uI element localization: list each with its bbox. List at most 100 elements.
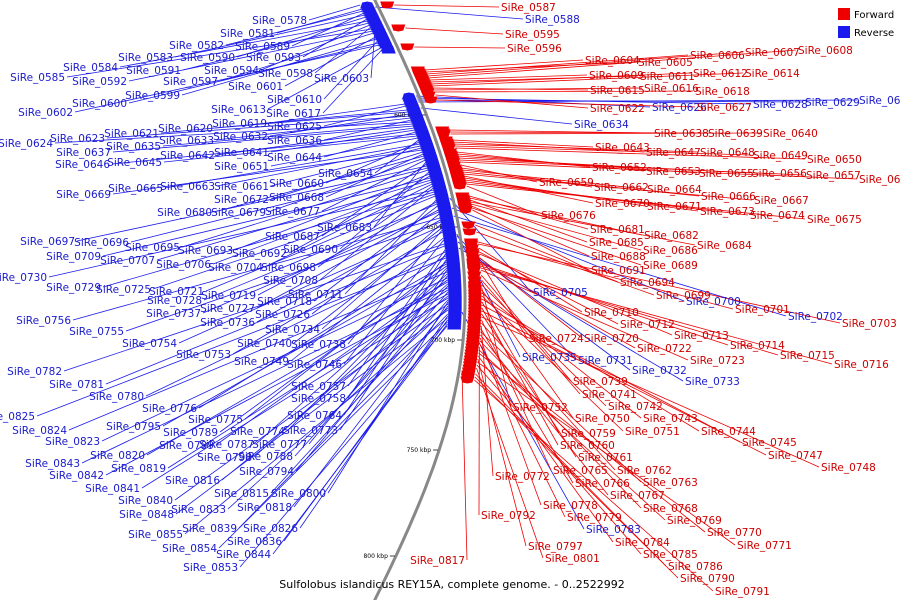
gene-label[interactable]: SiRe_0761 [578,452,633,464]
gene-label[interactable]: SiRe_0585 [10,72,65,84]
gene-label[interactable]: SiRe_0623 [50,133,105,145]
gene-label[interactable]: SiRe_0732 [632,365,687,377]
gene-label[interactable]: SiRe_0677 [265,206,320,218]
gene-label[interactable]: SiRe_0646 [55,159,110,171]
gene-label[interactable]: SiRe_0711 [288,289,343,301]
forward-feature-arrow[interactable] [423,96,438,104]
gene-label[interactable]: SiRe_0753 [176,349,231,361]
gene-label[interactable]: SiRe_0729 [46,282,101,294]
gene-label[interactable]: SiRe_0782 [7,366,62,378]
gene-label[interactable]: SiRe_0789 [163,427,218,439]
gene-label[interactable]: SiRe_0603 [314,73,369,85]
gene-label[interactable]: SiRe_0842 [49,470,104,482]
gene-label[interactable]: SiRe_0820 [90,450,145,462]
gene-label[interactable]: SiRe_0844 [216,549,271,561]
gene-label[interactable]: SiRe_0720 [584,333,639,345]
gene-label[interactable]: SiRe_0713 [674,330,729,342]
gene-label[interactable]: SiRe_0625 [267,121,322,133]
gene-label[interactable]: SiRe_0745 [742,437,797,449]
gene-label[interactable]: SiRe_0583 [118,52,173,64]
gene-label[interactable]: SiRe_0715 [780,350,835,362]
gene-label[interactable]: SiRe_0826 [243,523,298,535]
gene-label[interactable]: SiRe_0764 [287,410,342,422]
gene-label[interactable]: SiRe_0739 [573,376,628,388]
gene-label[interactable]: SiRe_0767 [610,490,665,502]
gene-label[interactable]: SiRe_0734 [265,324,320,336]
gene-label[interactable]: SiRe_0801 [545,553,600,565]
gene-label[interactable]: SiRe_0756 [16,315,71,327]
gene-label[interactable]: SiRe_0816 [165,475,220,487]
gene-label[interactable]: SiRe_0656 [752,168,807,180]
gene-label[interactable]: SiRe_0635 [106,141,161,153]
gene-label[interactable]: SiRe_0655 [699,168,754,180]
gene-label[interactable]: SiRe_0726 [255,309,310,321]
gene-label[interactable]: SiRe_0611 [640,71,695,83]
gene-label[interactable]: SiRe_0653 [646,166,701,178]
gene-label[interactable]: SiRe_0716 [834,359,889,371]
gene-label[interactable]: SiRe_0673 [700,206,755,218]
gene-label[interactable]: SiRe_0759 [561,428,616,440]
gene-label[interactable]: SiRe_0722 [637,343,692,355]
gene-label[interactable]: SiRe_0593 [246,52,301,64]
gene-label[interactable]: SiRe_0757 [291,381,346,393]
gene-label[interactable]: SiRe_0766 [575,478,630,490]
gene-label[interactable]: SiRe_0792 [481,510,536,522]
gene-label[interactable]: SiRe_0843 [25,458,80,470]
gene-label[interactable]: SiRe_0771 [737,540,792,552]
gene-label[interactable]: SiRe_0616 [644,83,699,95]
gene-label[interactable]: SiRe_0617 [266,108,321,120]
gene-label[interactable]: SiRe_0664 [647,184,702,196]
gene-label[interactable]: SiRe_0657 [806,170,861,182]
gene-label[interactable]: SiRe_0578 [252,15,307,27]
gene-label[interactable]: SiRe_0649 [753,150,808,162]
gene-label[interactable]: SiRe_0777 [252,439,307,451]
gene-label[interactable]: SiRe_0853 [183,562,238,574]
gene-label[interactable]: SiRe_0670 [595,198,650,210]
gene-label[interactable]: SiRe_0790 [680,573,735,585]
gene-label[interactable]: SiRe_0706 [156,259,211,271]
gene-label[interactable]: SiRe_0815 [214,488,269,500]
gene-label[interactable]: SiRe_0645 [107,157,162,169]
gene-label[interactable]: SiRe_0690 [283,244,338,256]
forward-feature-arrow[interactable] [461,221,476,229]
gene-label[interactable]: SiRe_0610 [267,94,322,106]
gene-label[interactable]: SiRe_0595 [505,29,560,41]
gene-label[interactable]: SiRe_0592 [72,76,127,88]
gene-label[interactable]: SiRe_0680 [157,207,212,219]
gene-label[interactable]: SiRe_0760 [560,440,615,452]
gene-label[interactable]: SiRe_0824 [12,425,67,437]
gene-label[interactable]: SiRe_0599 [125,90,180,102]
gene-label[interactable]: SiRe_0596 [507,43,562,55]
gene-label[interactable]: SiRe_0659 [539,177,594,189]
gene-label[interactable]: SiRe_0750 [575,413,630,425]
gene-label[interactable]: SiRe_0735 [522,352,577,364]
forward-feature-arrow[interactable] [400,43,415,51]
gene-label[interactable]: SiRe_0643 [595,142,650,154]
gene-label[interactable]: SiRe_0780 [89,391,144,403]
gene-label[interactable]: SiRe_0607 [745,47,800,59]
gene-label[interactable]: SiRe_0692 [232,248,287,260]
gene-label[interactable]: SiRe_0748 [821,462,876,474]
gene-label[interactable]: SiRe_0650 [807,154,862,166]
gene-label[interactable]: SiRe_0783 [586,524,641,536]
gene-label[interactable]: SiRe_0700 [686,296,741,308]
gene-label[interactable]: SiRe_0642 [160,150,215,162]
gene-label[interactable]: SiRe_0694 [620,277,675,289]
gene-label[interactable]: SiRe_0699 [656,290,711,302]
gene-label[interactable]: SiRe_0665 [108,183,163,195]
gene-label[interactable]: SiRe_0638 [654,128,709,140]
gene-label[interactable]: SiRe_0702 [788,311,843,323]
gene-label[interactable]: SiRe_0695 [125,242,180,254]
gene-label[interactable]: SiRe_0614 [745,68,800,80]
gene-label[interactable]: SiRe_0662 [594,182,649,194]
gene-label[interactable]: SiRe_0688 [591,251,646,263]
gene-label[interactable]: SiRe_0689 [643,260,698,272]
gene-label[interactable]: SiRe_0598 [258,68,313,80]
gene-label[interactable]: SiRe_0818 [237,502,292,514]
gene-label[interactable]: SiRe_0714 [730,340,785,352]
gene-label[interactable]: SiRe_0668 [269,192,324,204]
gene-label[interactable]: SiRe_0730 [0,272,47,284]
gene-label[interactable]: SiRe_0605 [638,57,693,69]
gene-label[interactable]: SiRe_0819 [111,463,166,475]
gene-label[interactable]: SiRe_0604 [585,55,640,67]
